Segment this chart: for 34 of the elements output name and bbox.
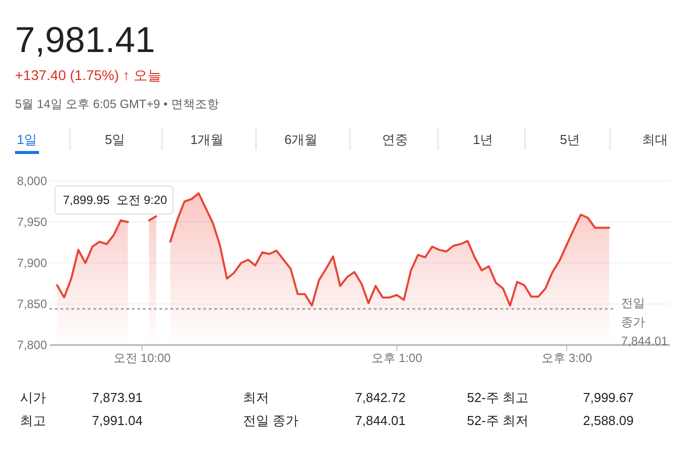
text: 1년 — [472, 132, 494, 147]
text: 7,999.67 — [583, 390, 634, 405]
text: 7,991.04 — [92, 413, 143, 428]
y-tick-label: 7,950 — [16, 215, 48, 229]
text: 7,844.01 — [355, 413, 406, 428]
text: 5월 14일 오후 6:05 GMT+9 • 면책조항 — [15, 97, 219, 111]
annotation: 7,899.95 오전 9:20 — [63, 193, 168, 207]
text: 52-주 최고 — [467, 390, 528, 405]
text: 5일 — [104, 132, 126, 147]
text: 6개월 — [284, 132, 318, 147]
chart-subtitle: +137.40 (1.75%) ↑ 오늘 — [15, 67, 162, 83]
y-tick-label: 7,850 — [16, 297, 48, 311]
y-tick-label: 7,800 — [16, 338, 48, 352]
y-tick-label: 7,900 — [16, 256, 48, 270]
text: 5년 — [560, 132, 580, 147]
tooltip: 7,899.95 오전 9:20 — [54, 186, 174, 214]
text: 7,873.91 — [92, 390, 143, 405]
text: 연중 — [382, 132, 408, 147]
text: 최저 — [243, 390, 269, 405]
ref-line-label: 전일 종가 7,844.01 — [621, 296, 668, 348]
text: 7,842.72 — [355, 390, 406, 405]
text: 전일 종가 — [243, 413, 299, 428]
x-tick-label: 오후 1:00 — [371, 351, 422, 365]
chart-title: 7,981.41 — [15, 19, 156, 60]
text: 1일 — [16, 132, 38, 147]
text: 최고 — [20, 413, 46, 428]
text: 시가 — [20, 390, 46, 405]
x-tick-label: 오전 10:00 — [113, 351, 172, 365]
y-tick-label: 8,000 — [16, 174, 48, 188]
x-tick-label: 오후 3:00 — [541, 351, 592, 365]
text: 2,588.09 — [583, 413, 634, 428]
text: 최대 — [642, 132, 668, 147]
text: 1개월 — [190, 132, 224, 147]
text: 52-주 최저 — [467, 413, 528, 428]
